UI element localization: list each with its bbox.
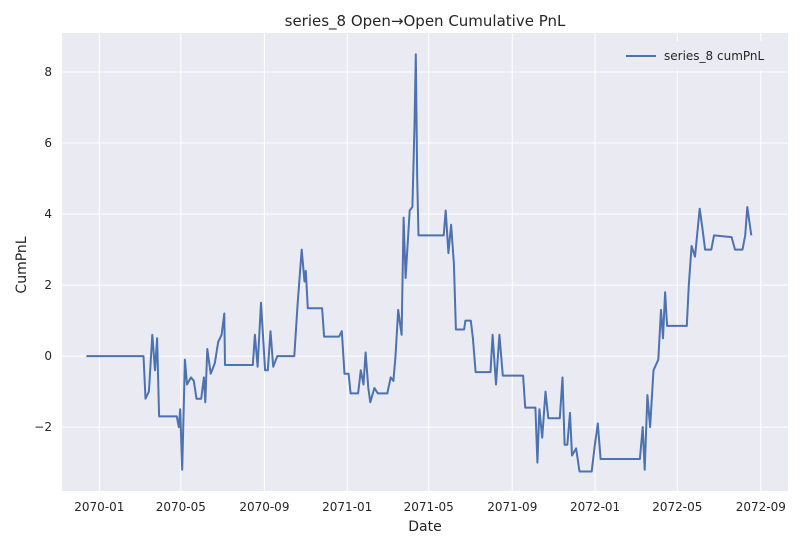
x-tick-label: 2070-01 [74,500,124,514]
x-tick-label: 2070-05 [156,500,206,514]
y-tick-label: 2 [44,278,52,292]
y-tick-label: 4 [44,207,52,221]
legend: series_8 cumPnL [615,41,781,71]
x-tick-label: 2072-09 [736,500,786,514]
y-axis-label: CumPnL [14,236,30,293]
x-tick-label: 2071-05 [404,500,454,514]
chart-title: series_8 Open→Open Cumulative PnL [285,12,566,31]
y-tick-label: 0 [44,349,52,363]
x-tick-label: 2071-01 [322,500,372,514]
plot-background [62,33,788,491]
series-line [86,53,753,473]
legend-label: series_8 cumPnL [664,49,765,63]
y-tick-label: 8 [44,65,52,79]
grid-layer [62,33,788,491]
x-tick-label: 2072-05 [652,500,702,514]
x-tick-labels: 2070-01 2070-05 2070-09 2071-01 2071-05 2071-… [74,500,786,514]
y-tick-label: −2 [34,420,52,434]
x-tick-label: 2070-09 [239,500,289,514]
x-tick-label: 2071-09 [487,500,537,514]
x-tick-label: 2072-01 [570,500,620,514]
x-axis-label: Date [408,519,441,535]
line-layer [86,53,753,473]
y-tick-label: 6 [44,136,52,150]
y-tick-labels: −2 0 2 4 6 8 [34,65,52,434]
